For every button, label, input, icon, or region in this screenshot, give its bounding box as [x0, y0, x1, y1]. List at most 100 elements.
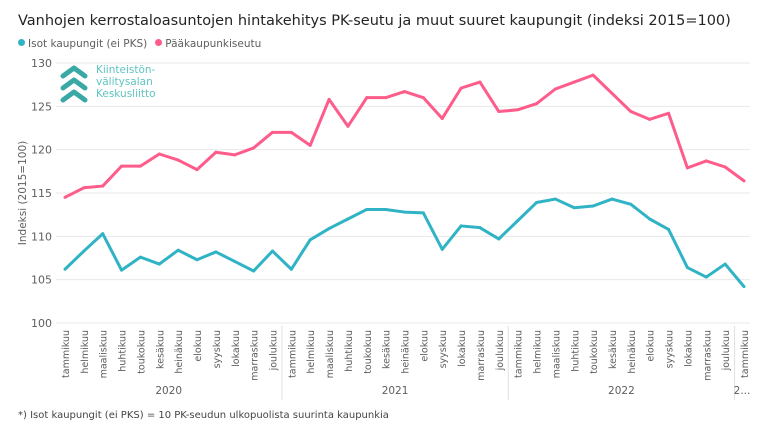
x-tick-label: syyskuu: [665, 330, 676, 368]
chart-title: Vanhojen kerrostaloasuntojen hintakehity…: [18, 13, 731, 29]
x-tick-label: helmikuu: [80, 330, 91, 374]
data-point: [176, 158, 180, 162]
x-tick-label: huhtikuu: [344, 330, 355, 372]
data-point: [685, 266, 689, 270]
x-tick-label: joulukuu: [268, 330, 279, 371]
footnote: *) Isot kaupungit (ei PKS) = 10 PK-seudu…: [18, 410, 389, 421]
data-point: [497, 237, 501, 241]
x-tick-label: elokuu: [646, 330, 657, 362]
data-point: [346, 124, 350, 128]
data-point: [138, 164, 142, 168]
y-tick-label: 130: [31, 57, 52, 70]
data-point: [629, 202, 633, 206]
legend-dot-icon: [155, 39, 163, 46]
data-point: [723, 262, 727, 266]
data-point: [516, 108, 520, 112]
data-point: [742, 285, 746, 289]
data-point: [478, 80, 482, 84]
y-axis-title: Indeksi (2015=100): [17, 141, 29, 245]
data-point: [667, 227, 671, 231]
data-point: [648, 117, 652, 121]
data-point: [742, 179, 746, 183]
x-tick-label: toukokuu: [136, 330, 147, 374]
data-point: [289, 267, 293, 271]
data-point: [478, 226, 482, 230]
logo: Kiinteistön- välitysalan Keskusliitto: [60, 64, 156, 104]
data-point: [535, 201, 539, 205]
data-point: [667, 111, 671, 115]
year-label: 2...: [734, 385, 751, 397]
data-point: [723, 165, 727, 169]
data-point: [440, 116, 444, 120]
x-tick-label: marraskuu: [476, 330, 487, 381]
data-point: [176, 248, 180, 252]
year-label: 2022: [608, 385, 635, 397]
legend-label: Isot kaupungit (ei PKS): [28, 38, 148, 50]
x-tick-label: heinäkuu: [401, 330, 412, 374]
data-point: [346, 217, 350, 221]
data-point: [157, 262, 161, 266]
legend: Isot kaupungit (ei PKS) Pääkaupunkiseutu: [18, 38, 261, 50]
data-point: [440, 247, 444, 251]
data-point: [384, 96, 388, 100]
series-line-pääkaupunkiseutu: [64, 73, 745, 199]
x-tick-label: lokakuu: [457, 330, 468, 367]
x-tick-label: toukokuu: [589, 330, 600, 374]
data-point: [610, 197, 614, 201]
data-point: [157, 152, 161, 156]
x-tick-label: maaliskuu: [325, 330, 336, 378]
year-label: 2021: [382, 385, 409, 397]
data-point: [553, 197, 557, 201]
x-tick-label: heinäkuu: [627, 330, 638, 374]
data-point: [535, 102, 539, 106]
data-point: [82, 249, 86, 253]
data-point: [572, 80, 576, 84]
y-tick-label: 105: [31, 274, 52, 287]
data-point: [327, 227, 331, 231]
legend-item-pks[interactable]: Pääkaupunkiseutu: [155, 38, 261, 50]
x-tick-label: joulukuu: [721, 330, 732, 371]
data-point: [403, 90, 406, 94]
data-point: [82, 186, 86, 190]
y-tick-label: 100: [31, 317, 52, 330]
data-point: [365, 96, 369, 100]
x-tick-label: marraskuu: [250, 330, 261, 381]
y-tick-label: 115: [31, 187, 52, 200]
legend-item-isot[interactable]: Isot kaupungit (ei PKS): [18, 38, 147, 50]
data-point: [101, 184, 105, 188]
x-tick-label: kesäkuu: [382, 330, 393, 369]
data-point: [101, 232, 105, 236]
x-tick-label: huhtikuu: [570, 330, 581, 372]
x-tick-label: tammikuu: [287, 330, 298, 378]
data-point: [421, 96, 425, 100]
data-point: [591, 73, 595, 77]
x-tick-label: elokuu: [419, 330, 430, 362]
data-point: [704, 159, 708, 163]
data-point: [270, 130, 274, 134]
x-tick-label: kesäkuu: [608, 330, 619, 369]
x-tick-label: huhtikuu: [118, 330, 129, 372]
data-point: [63, 195, 67, 199]
data-point: [138, 255, 142, 259]
x-tick-label: joulukuu: [495, 330, 506, 371]
x-tick-label: syyskuu: [438, 330, 449, 368]
data-point: [308, 238, 312, 242]
x-tick-label: heinäkuu: [174, 330, 185, 374]
y-tick-label: 120: [31, 144, 52, 157]
data-point: [403, 210, 406, 214]
data-point: [497, 110, 501, 114]
x-tick-label: marraskuu: [702, 330, 713, 381]
data-point: [648, 217, 652, 221]
data-point: [685, 166, 689, 170]
data-point: [270, 249, 274, 253]
year-label: 2020: [155, 385, 182, 397]
x-tick-label: tammikuu: [61, 330, 72, 378]
legend-dot-icon: [18, 39, 25, 46]
x-tick-label: helmikuu: [533, 330, 544, 374]
data-point: [459, 86, 463, 90]
data-point: [629, 110, 633, 114]
x-tick-label: tammikuu: [514, 330, 525, 378]
data-point: [365, 207, 369, 211]
legend-label: Pääkaupunkiseutu: [165, 38, 262, 50]
